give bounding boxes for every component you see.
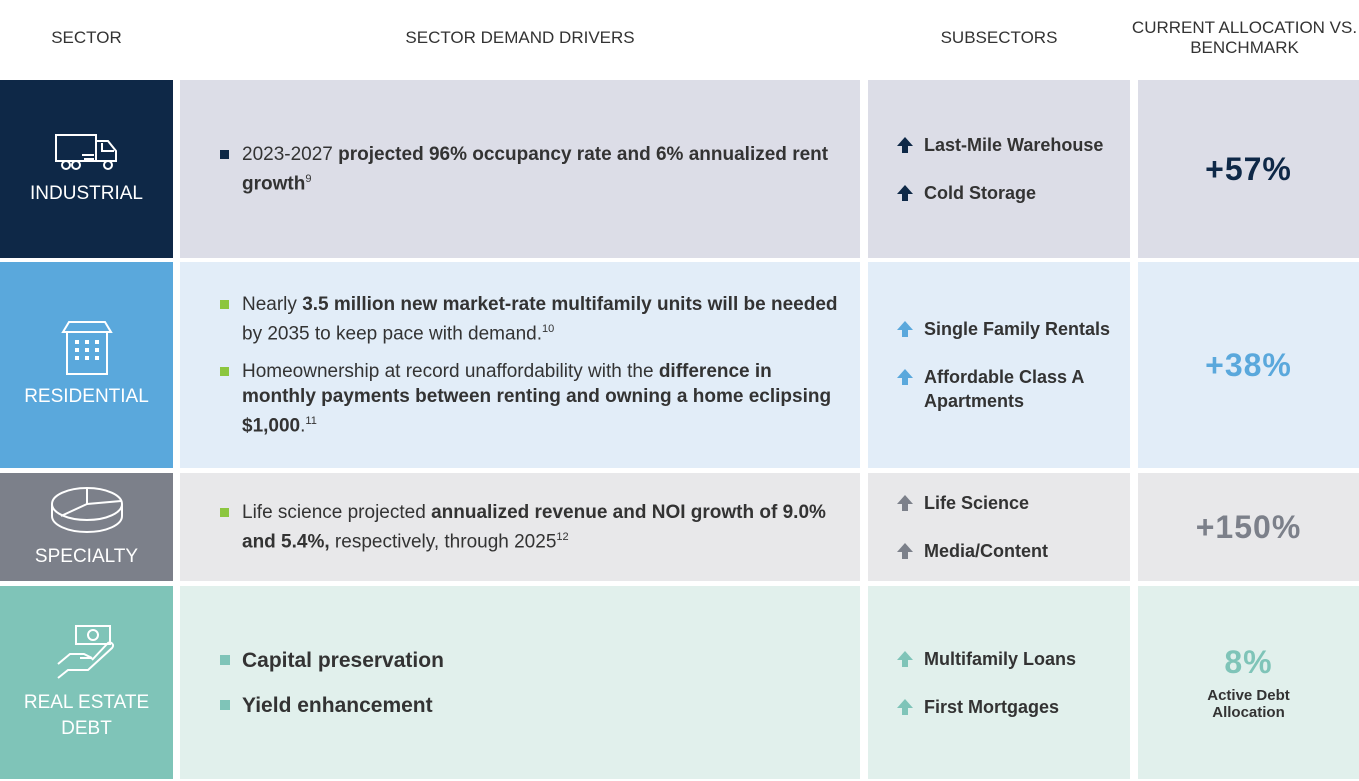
driver-bullet: Life science projected annualized revenu… [220,500,840,554]
header-drivers: SECTOR DEMAND DRIVERS [405,27,635,47]
driver-text: . [300,414,306,436]
subsector: Single Family Rentals [896,317,1130,341]
header-allocation: CURRENT ALLOCATION VS. BENCHMARK [1131,17,1358,57]
subsector-label: Last-Mile Warehouse [924,135,1104,155]
up-arrow [897,321,913,337]
sector-label: RESIDENTIAL [24,386,149,407]
sector-cell: REAL ESTATE DEBT [0,586,173,779]
subsectors-cell: Multifamily Loans First Mortgages [868,586,1130,779]
subsectors-cell: Single Family Rentals Affordable Class A … [868,262,1130,468]
allocation-value: +38% [1205,346,1292,383]
driver-text: 12 [556,530,569,543]
allocation-cell: +57% [1138,80,1359,258]
driver-bullet: Nearly 3.5 million new market-rate multi… [220,292,840,346]
allocation-cell: 8% Active Debt Allocation [1138,586,1359,779]
subsector: Affordable Class A Apartments [896,365,1130,413]
drivers-cell: 2023-2027 projected 96% occupancy rate a… [180,80,860,258]
driver-bullet: Yield enhancement [220,693,840,718]
drivers-cell: Life science projected annualized revenu… [180,473,860,581]
sector-cell: SPECIALTY [0,473,173,581]
driver-text: 11 [305,414,317,427]
sector-label: INDUSTRIAL [30,183,143,204]
up-arrow [897,543,913,559]
sector-label: REAL ESTATE DEBT [23,691,150,739]
driver-text: 10 [541,323,555,336]
subsectors-cell: Last-Mile Warehouse Cold Storage [868,80,1130,258]
driver-text: 3.5 million new market-rate multifamily … [302,294,838,316]
up-arrow [897,137,913,153]
drivers-cell: Nearly 3.5 million new market-rate multi… [180,262,860,468]
drivers-cell: Capital preservation Yield enhancement [180,586,860,779]
subsector-label: Life Science [924,493,1030,513]
driver-text: Capital preservation [242,648,444,672]
subsector-label: Multifamily Loans [924,648,1077,669]
driver-text: difference in monthly payments between r… [242,360,832,436]
header-subsectors: SUBSECTORS [940,27,1058,47]
allocation-value: 8% [1224,644,1273,680]
allocation-value: +57% [1205,150,1292,187]
driver-text: Yield enhancement [242,693,433,717]
sector-cell: INDUSTRIAL [0,80,173,258]
allocation-note: Active Debt Allocation [1207,687,1290,721]
subsector-label: First Mortgages [924,696,1060,717]
driver-text: 9 [305,172,312,185]
driver-bullet: Homeownership at record unaffordability … [220,359,840,438]
allocation-cell: +150% [1138,473,1359,581]
driver-text: Homeownership at record unaffordability … [242,360,659,382]
sector-cell: RESIDENTIAL [0,262,173,468]
driver-text: respectively, through 2025 [329,531,557,553]
sector-label: SPECIALTY [34,546,139,567]
allocation-value: +150% [1195,508,1302,545]
subsector: Multifamily Loans [896,647,1130,671]
subsector: Last-Mile Warehouse [896,133,1130,157]
subsector: First Mortgages [896,695,1130,719]
up-arrow [897,650,913,667]
up-arrow [897,185,913,201]
up-arrow [897,369,913,385]
up-arrow [897,495,913,511]
subsector: Life Science [896,491,1130,515]
subsectors-cell: Life Science Media/Content [868,473,1130,581]
driver-text: annualized revenue and NOI growth of 9.0… [242,501,826,553]
driver-bullet: 2023-2027 projected 96% occupancy rate a… [220,142,840,196]
subsector: Media/Content [896,539,1130,563]
driver-text: Life science projected [242,501,432,523]
header-sector: SECTOR [51,27,122,47]
driver-bullet: Capital preservation [220,648,840,673]
subsector: Cold Storage [896,181,1130,205]
up-arrow [897,698,913,715]
subsector-label: Media/Content [924,541,1048,561]
subsector-label: Affordable Class A Apartments [924,367,1084,411]
subsector-label: Cold Storage [924,183,1037,203]
allocation-cell: +38% [1138,262,1359,468]
driver-text: 2023-2027 [242,143,339,165]
driver-text: projected 96% occupancy rate and 6% annu… [242,143,829,195]
driver-text: Nearly [242,294,303,316]
driver-text: by 2035 to keep pace with demand. [242,323,542,345]
subsector-label: Single Family Rentals [924,319,1111,339]
